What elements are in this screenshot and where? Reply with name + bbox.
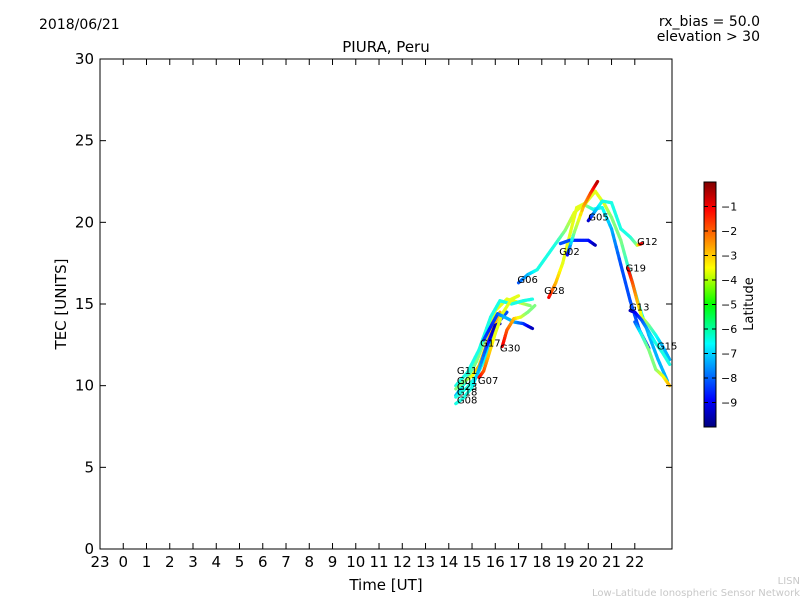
y-tick-label: 0 [84, 540, 94, 558]
satellite-label: G30 [500, 343, 520, 354]
satellite-label: G12 [637, 237, 657, 248]
x-tick-label: 3 [188, 553, 198, 571]
x-tick-label: 2 [165, 553, 175, 571]
colorbar-tick-label: −1 [721, 201, 737, 214]
x-tick-label: 7 [281, 553, 291, 571]
colorbar-tick-label: −9 [721, 397, 737, 410]
track-segment [666, 355, 672, 362]
x-tick-label: 1 [142, 553, 152, 571]
x-tick-label: 11 [369, 553, 388, 571]
series-g02 [558, 238, 597, 247]
series-g30 [500, 304, 537, 349]
x-axis-label: Time [UT] [348, 576, 422, 594]
x-tick-label: 15 [462, 553, 481, 571]
colorbar-ticks: −1 −2 −3 −4 −5 −6 −7 −8 −9 [704, 201, 737, 410]
colorbar-tick-label: −2 [721, 225, 737, 238]
x-tick-label: 21 [602, 553, 621, 571]
y-tick-label: 10 [75, 377, 94, 395]
track-segment [594, 179, 600, 186]
y-tick-label: 5 [84, 458, 94, 476]
colorbar-tick-label: −5 [721, 299, 737, 312]
colorbar-tick-label: −6 [721, 323, 737, 336]
track-segment [592, 242, 597, 247]
x-tick-label: 13 [416, 553, 435, 571]
x-tick-label: 4 [211, 553, 221, 571]
satellite-label: G11 [457, 366, 477, 377]
series-g13 [628, 308, 672, 367]
x-tick-label: 17 [509, 553, 528, 571]
x-tick-label: 6 [258, 553, 268, 571]
colorbar: −1 −2 −3 −4 −5 −6 −7 −8 −9 Latitude [703, 181, 757, 428]
series-g05 [565, 179, 600, 257]
satellite-label: G23 [457, 382, 477, 393]
x-tick-label: 18 [532, 553, 551, 571]
track-segment [504, 310, 509, 316]
series-g08 [454, 322, 502, 406]
colorbar-tick-label: −7 [721, 348, 737, 361]
chart-title: PIURA, Peru [342, 38, 429, 56]
colorbar-tick-label: −4 [721, 274, 737, 287]
series-g15 [633, 320, 672, 388]
rx-bias-label: rx_bias = 50.0 [658, 14, 760, 30]
elevation-label: elevation > 30 [656, 29, 760, 45]
track-segment [532, 304, 537, 309]
satellite-label: G17 [480, 338, 500, 349]
x-tick-label: 12 [393, 553, 412, 571]
satellite-label: G18 [457, 387, 477, 398]
x-tick-label: 5 [235, 553, 245, 571]
satellite-label: G08 [457, 396, 477, 407]
series-g12 [586, 199, 644, 247]
satellite-label: G01 [457, 376, 477, 387]
satellite-label: G15 [657, 342, 677, 353]
colorbar-label: Latitude [742, 277, 757, 331]
series-g07 [477, 294, 521, 380]
track-segment [526, 303, 532, 308]
y-tick-label: 30 [75, 50, 94, 68]
satellite-label: G06 [517, 275, 537, 286]
satellite-label: G05 [588, 213, 608, 224]
x-tick-label: 22 [625, 553, 644, 571]
y-axis-label: TEC [UNITS] [52, 259, 70, 351]
y-axis: 0 5 10 15 20 25 30 [75, 50, 672, 558]
x-tick-label: 19 [555, 553, 574, 571]
x-tick-label: 16 [486, 553, 505, 571]
satellite-label: G19 [625, 263, 645, 274]
satellite-label: G13 [629, 303, 649, 314]
x-tick-label: 8 [304, 553, 314, 571]
x-tick-label: 0 [118, 553, 128, 571]
credit-short: LISN [777, 576, 800, 587]
y-tick-label: 25 [75, 132, 94, 150]
series-g17 [482, 312, 535, 342]
x-tick-label: 10 [346, 553, 365, 571]
series-g01 [454, 297, 535, 388]
satellite-label: G02 [559, 247, 579, 258]
x-tick-label: 20 [579, 553, 598, 571]
y-tick-label: 15 [75, 295, 94, 313]
track-segment [666, 360, 672, 367]
y-tick-label: 20 [75, 213, 94, 231]
x-tick-label: 9 [328, 553, 338, 571]
satellite-label: G07 [478, 376, 498, 387]
colorbar-tick-label: −3 [721, 250, 737, 263]
series-g19 [626, 266, 672, 362]
x-tick-label: 14 [439, 553, 458, 571]
date-label: 2018/06/21 [39, 17, 120, 33]
data-marks [454, 179, 672, 406]
x-axis: 23 0 1 2 3 4 5 6 7 8 9 10 11 12 13 14 15 16 17 18 19 20 21 22 [90, 59, 644, 571]
track-segment [529, 326, 535, 331]
track-segment [515, 294, 521, 298]
satellite-label: G28 [544, 286, 564, 297]
x-tick-label: 23 [90, 553, 109, 571]
plot-frame [99, 58, 673, 550]
colorbar-tick-label: −8 [721, 372, 737, 385]
credit-long: Low-Latitude Ionospheric Sensor Network [592, 588, 800, 599]
